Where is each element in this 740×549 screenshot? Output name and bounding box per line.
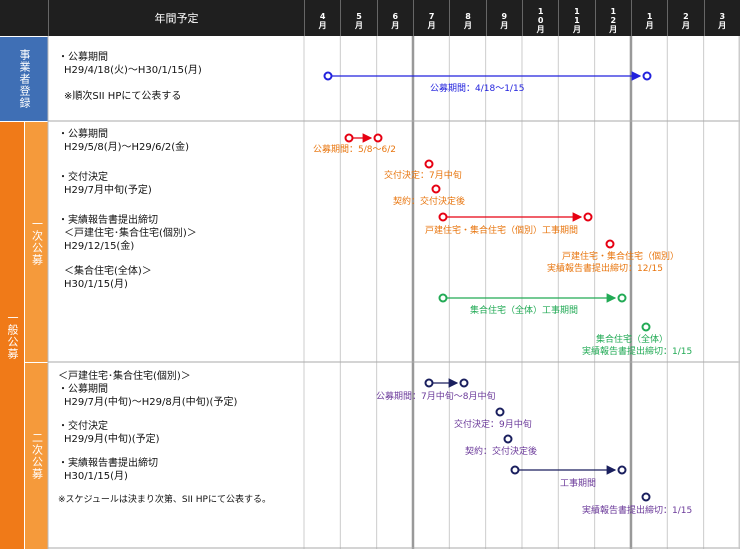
month-header-3: 6月 (376, 0, 413, 36)
label-first-koji-zentai: 集合住宅（全体）工事期間 (470, 306, 579, 316)
header-title-cell: 年間予定 (48, 0, 304, 36)
first-period-end-marker (373, 133, 383, 143)
header-corner (0, 0, 48, 36)
month-header-2: 5月 (340, 0, 377, 36)
label-jigyosha-period: 公募期間：4/18～1/15 (430, 84, 525, 94)
second-period-start-marker (424, 378, 434, 388)
first-desc: ・公募期間 H29/5/8(月)～H29/6/2(金) ・交付決定 H29/7月… (58, 129, 197, 290)
month-header-11: 2月 (667, 0, 704, 36)
month-header-12: 3月 (703, 0, 740, 36)
label-second-deadline: 実績報告書提出締切：1/15 (582, 506, 693, 516)
second-koji-end-marker (617, 465, 627, 475)
second-keiyaku-marker (503, 434, 513, 444)
header-title: 年間予定 (154, 12, 199, 25)
second-desc: ＜戸建住宅･集合住宅(個別)＞ ・公募期間 H29/7月(中旬)～H29/8月(… (58, 371, 271, 505)
first-period-start-marker (344, 133, 354, 143)
second-kofu-marker (495, 407, 505, 417)
month-header-7: 10月 (521, 0, 559, 36)
first-koji-kobetsu-end-marker (583, 212, 593, 222)
first-koji-zentai-end-marker (617, 293, 627, 303)
second-deadline-marker (641, 492, 651, 502)
label-second-keiyaku: 契約：交付決定後 (465, 447, 538, 457)
first-zentai-deadline-marker (641, 322, 651, 332)
label-first-zentai-deadline-1: 集合住宅（全体） (596, 335, 669, 345)
section-second: 二次公募 (24, 362, 48, 549)
month-header-9: 12月 (594, 0, 631, 36)
first-keiyaku-marker (431, 184, 441, 194)
first-kofu-marker (424, 159, 434, 169)
month-header-8: 11月 (558, 0, 595, 36)
second-period-end-marker (459, 378, 469, 388)
first-koji-zentai-start-marker (438, 293, 448, 303)
month-header-5: 8月 (449, 0, 486, 36)
month-header-10: 1月 (630, 0, 668, 36)
label-second-kofu: 交付決定：9月中旬 (454, 420, 532, 430)
month-header-4: 7月 (412, 0, 450, 36)
label-first-kofu: 交付決定：7月中旬 (384, 171, 462, 181)
jigyosha-end-marker (642, 71, 652, 81)
label-first-koji-kobetsu: 戸建住宅・集合住宅（個別）工事期間 (425, 226, 579, 236)
section-jigyosha: 事業者登録 (0, 36, 48, 121)
label-first-period: 公募期間：5/8～6/2 (313, 145, 396, 155)
section-ippan: 一般公募 (0, 121, 24, 549)
label-first-kobetsu-deadline-1: 戸建住宅・集合住宅（個別） (562, 252, 680, 262)
month-header-1: 4月 (304, 0, 341, 36)
second-koji-start-marker (510, 465, 520, 475)
section-first: 一次公募 (24, 121, 48, 362)
label-second-koji: 工事期間 (560, 479, 597, 489)
label-first-zentai-deadline-2: 実績報告書提出締切：1/15 (582, 347, 693, 357)
label-first-kobetsu-deadline-2: 実績報告書提出締切：12/15 (547, 264, 663, 274)
jigyosha-desc: ・公募期間 H29/4/18(火)～H30/1/15(月) ※順次SII HPに… (58, 52, 202, 102)
jigyosha-start-marker (323, 71, 333, 81)
first-koji-kobetsu-start-marker (438, 212, 448, 222)
label-first-keiyaku: 契約：交付決定後 (393, 197, 466, 207)
month-header-6: 9月 (485, 0, 522, 36)
label-second-period: 公募期間：7月中旬～8月中旬 (376, 392, 496, 402)
first-kobetsu-deadline-marker (605, 239, 615, 249)
